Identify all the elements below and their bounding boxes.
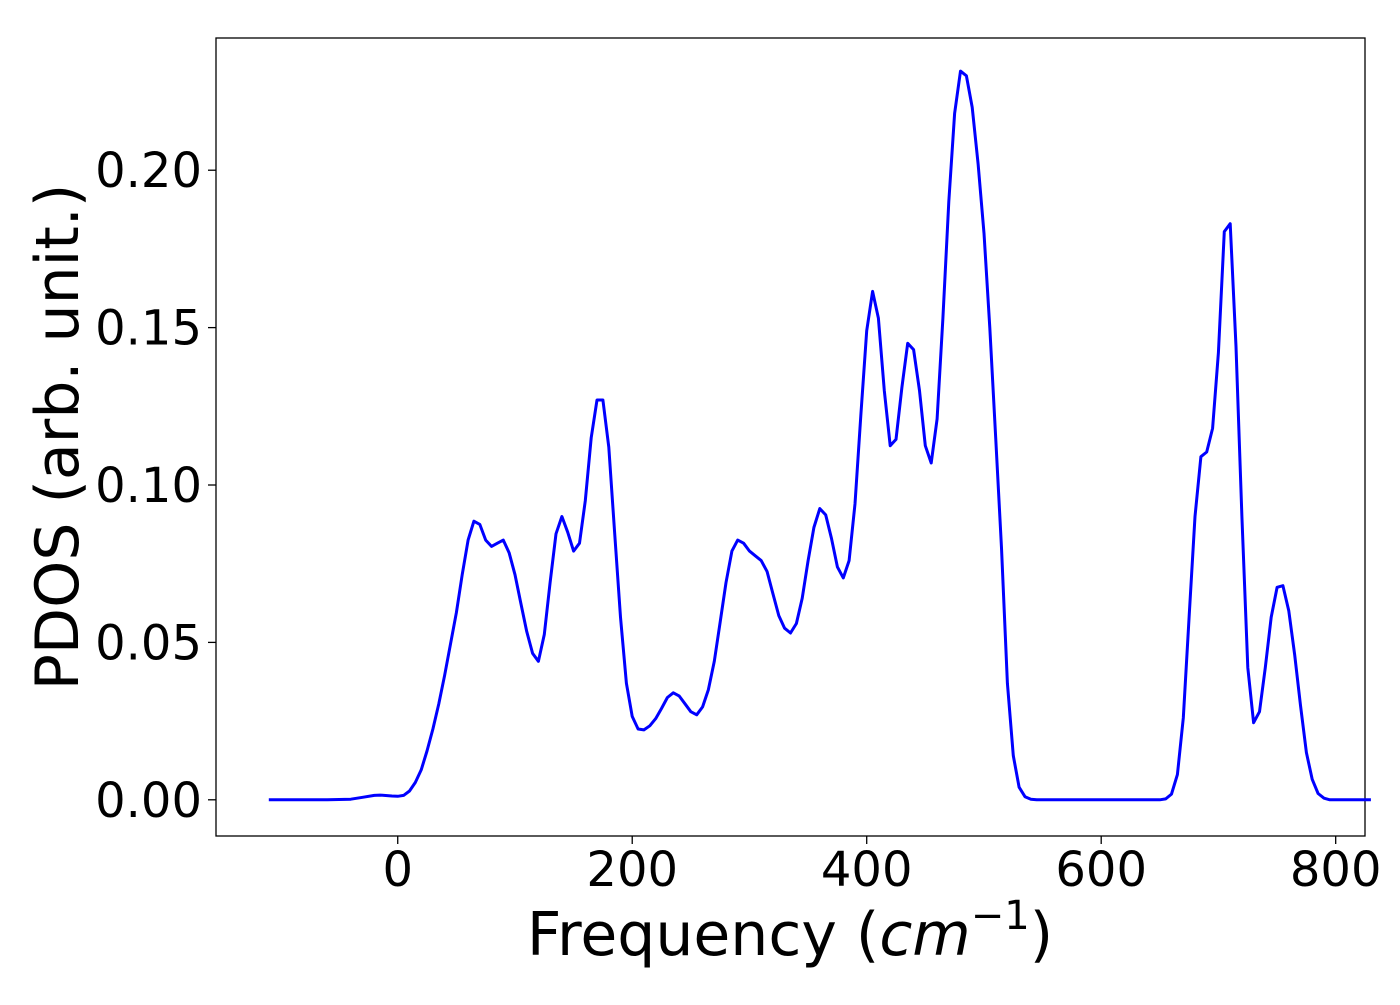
x-axis-ticks: 0 200 400 600 800 xyxy=(382,836,1382,898)
pdos-series-line xyxy=(268,69,1371,802)
y-axis-label: PDOS (arb. unit.) xyxy=(23,184,93,691)
x-tick-label: 0 xyxy=(382,842,413,898)
y-tick-label: 0.15 xyxy=(95,301,202,357)
y-tick-label: 0.00 xyxy=(95,773,202,829)
y-axis-ticks: 0.00 0.05 0.10 0.15 0.20 xyxy=(95,143,216,829)
y-tick-label: 0.10 xyxy=(95,458,202,514)
plot-frame xyxy=(215,37,1366,837)
y-tick-label: 0.20 xyxy=(95,143,202,199)
x-tick-label: 800 xyxy=(1290,842,1382,898)
x-tick-label: 200 xyxy=(586,842,678,898)
x-tick-label: 400 xyxy=(821,842,913,898)
y-tick-label: 0.05 xyxy=(95,615,202,671)
x-axis-label: Frequency (cm−1) xyxy=(527,893,1053,970)
x-tick-label: 600 xyxy=(1055,842,1147,898)
